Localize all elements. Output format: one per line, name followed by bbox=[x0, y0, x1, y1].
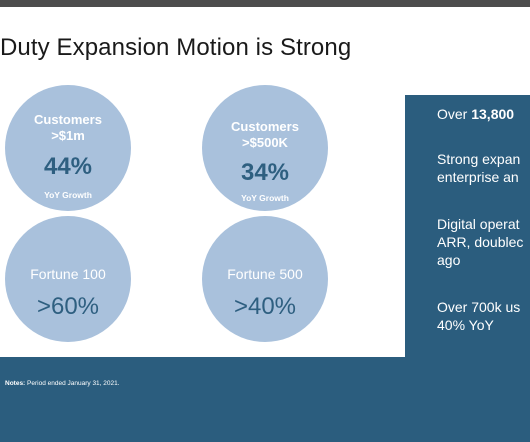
circle-value: >40% bbox=[233, 293, 297, 320]
panel-line3c: ago bbox=[437, 252, 461, 268]
circle-label-line2: >$1m bbox=[51, 128, 85, 143]
top-border bbox=[0, 0, 530, 7]
circle-label-line2: >$500K bbox=[242, 135, 288, 150]
footer-band: Notes: Period ended January 31, 2021. bbox=[0, 357, 530, 442]
notes-label: Notes: bbox=[5, 380, 26, 387]
circle-label-line1: Customers bbox=[231, 119, 299, 134]
circle-label: Fortune 500 bbox=[227, 266, 303, 282]
panel-line2a: Strong expan bbox=[437, 151, 521, 167]
highlights-panel: Over 13,800 Strong expan enterprise an D… bbox=[405, 95, 530, 357]
panel-line3b: ARR, doublec bbox=[437, 234, 524, 250]
panel-line2b: enterprise an bbox=[437, 169, 519, 185]
panel-line4b: 40% YoY bbox=[437, 317, 494, 333]
slide-title: Duty Expansion Motion is Strong bbox=[0, 34, 352, 61]
circle-label-line1: Customers bbox=[34, 112, 102, 127]
circle-value: 44% bbox=[43, 153, 93, 180]
circle-fortune-100: Fortune 100 >60% bbox=[5, 216, 131, 342]
circle-value: >60% bbox=[36, 293, 100, 320]
circle-customers-500k: Customers >$500K 34% YoY Growth bbox=[202, 85, 328, 211]
circle-sublabel: YoY Growth bbox=[44, 190, 92, 200]
circle-customers-1m: Customers >$1m 44% YoY Growth bbox=[5, 85, 131, 211]
panel-line-customers: Over 13,800 bbox=[437, 105, 514, 123]
circle-fortune-500: Fortune 500 >40% bbox=[202, 216, 328, 342]
footer-notes: Notes: Period ended January 31, 2021. bbox=[5, 380, 120, 387]
circle-label: Fortune 100 bbox=[30, 266, 106, 282]
circle-sublabel: YoY Growth bbox=[241, 193, 289, 203]
panel-line1-bold: 13,800 bbox=[471, 106, 515, 122]
panel-line4a: Over 700k us bbox=[437, 299, 521, 315]
panel-line1-prefix: Over bbox=[437, 106, 472, 122]
panel-line3a: Digital operat bbox=[437, 216, 520, 232]
notes-text: Period ended January 31, 2021. bbox=[25, 380, 120, 387]
circle-value: 34% bbox=[240, 159, 290, 186]
